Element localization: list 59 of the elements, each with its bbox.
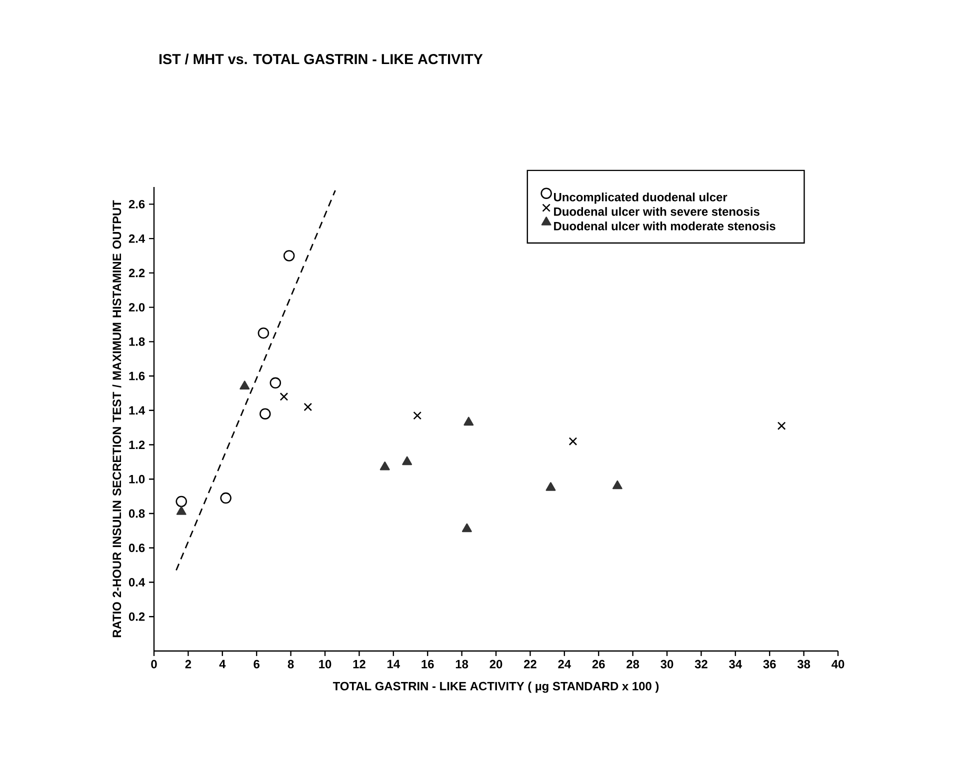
- x-tick-label: 24: [558, 660, 571, 668]
- x-tick-label: 30: [660, 660, 674, 668]
- point: [176, 506, 186, 515]
- point: [568, 437, 578, 446]
- point: [258, 327, 270, 339]
- point: [464, 416, 474, 426]
- point: [304, 402, 312, 412]
- y-tick-label: 2.4: [128, 234, 146, 243]
- legend-label: Uncomplicated duodenal ulcer: [554, 192, 728, 204]
- x-tick-label: 2: [185, 660, 192, 668]
- x-tick-label: 16: [422, 660, 434, 668]
- x-tick-label: 36: [763, 660, 776, 668]
- x-tick-label: 38: [797, 660, 810, 668]
- x-tick-label: 12: [353, 660, 366, 668]
- x-tick-label: 20: [490, 660, 502, 668]
- point: [220, 492, 232, 504]
- x-tick-label: 32: [694, 660, 708, 668]
- x-tick-label: 6: [254, 660, 260, 668]
- y-tick-label: 0.6: [128, 544, 145, 552]
- x-tick-label: 26: [592, 660, 605, 668]
- chart-title: IST / MHT vs. TOTAL GASTRIN - LIKE ACTIVITY: [159, 54, 483, 64]
- y-tick-label: 1.4: [129, 406, 146, 415]
- y-tick-label: 2.0: [128, 303, 145, 312]
- x-tick-label: 4: [219, 660, 226, 668]
- y-tick-label: 1.8: [129, 337, 145, 346]
- point: [283, 250, 295, 262]
- point: [402, 456, 412, 466]
- x-tick-label: 28: [626, 660, 640, 668]
- y-tick-label: 1.6: [129, 372, 145, 380]
- x-tick-label: 22: [524, 660, 536, 668]
- x-tick-label: 40: [832, 660, 844, 668]
- point: [546, 482, 556, 491]
- x-axis-title: TOTAL GASTRIN - LIKE ACTIVITY ( µg STANDARD x 100 ): [332, 682, 659, 693]
- point: [413, 411, 422, 420]
- x-tick-label: 14: [388, 660, 400, 668]
- point: [260, 408, 271, 420]
- legend-label: Duodenal ulcer with moderate stenosis: [554, 222, 776, 230]
- y-tick-label: 2.2: [128, 268, 145, 278]
- point: [462, 523, 472, 532]
- point: [240, 380, 250, 390]
- y-tick-label: 0.8: [128, 509, 145, 518]
- x-tick-label: 0: [151, 660, 157, 668]
- x-tick-label: 18: [456, 660, 468, 668]
- x-tick-label: 8: [288, 660, 294, 668]
- y-tick-label: 0.2: [128, 612, 145, 621]
- point: [176, 496, 187, 508]
- x-tick-label: 10: [319, 660, 332, 668]
- y-tick-label: 1.0: [129, 474, 145, 484]
- y-axis-title: RATIO 2-HOUR INSULIN SECRETION TEST / MAXIMUM HISTAMINE OUTPUT: [112, 200, 122, 638]
- y-tick-label: 0.4: [128, 578, 146, 586]
- point: [612, 480, 622, 490]
- point: [270, 377, 282, 389]
- y-tick-label: 1.2: [129, 440, 145, 449]
- point: [380, 461, 390, 470]
- point: [280, 392, 288, 401]
- point: [777, 422, 786, 430]
- y-tick-label: 2.6: [128, 200, 145, 208]
- x-tick-label: 34: [729, 660, 742, 668]
- legend-label: Duodenal ulcer with severe stenosis: [554, 207, 760, 216]
